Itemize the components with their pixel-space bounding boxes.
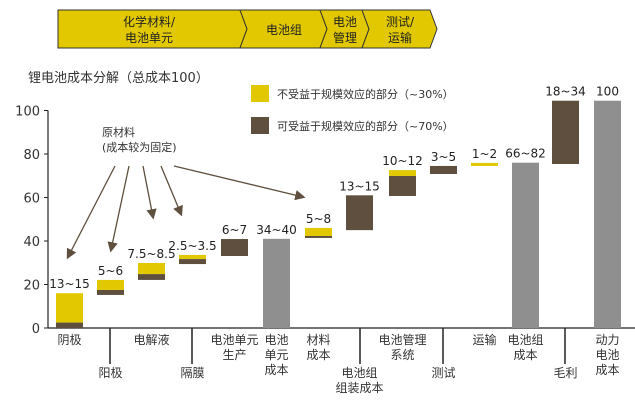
legend-label-scalable: 可受益于规模效应的部分（~70%）	[277, 119, 454, 133]
annotation-arrow	[66, 165, 116, 260]
bar-segment-scalable	[346, 195, 373, 231]
y-tick-label: 80	[23, 148, 40, 163]
bar-value-label: 3~5	[431, 150, 456, 164]
process-chevrons: 化学材料/电池单元 电池组 电池管理 测试/运输	[57, 9, 438, 49]
bar-segment-scalable	[56, 322, 83, 328]
category-label: 单元	[264, 348, 288, 362]
bar-segment-fixed	[471, 162, 498, 166]
bar-segment-scalable	[138, 274, 165, 280]
bar-segment-scalable	[179, 259, 206, 265]
category-label: 阴极	[57, 333, 81, 347]
category-label: 毛利	[553, 366, 577, 380]
annotation-arrow	[107, 165, 130, 253]
annotation-arrow	[160, 165, 183, 217]
legend-label-fixed: 不受益于规模效应的部分（~30%）	[277, 87, 454, 101]
annotation-arrow	[142, 165, 157, 220]
bar-value-label: 13~15	[49, 277, 90, 291]
process-step-label: 电池组	[266, 23, 302, 37]
bar-segment-scalable	[97, 289, 124, 295]
category-label: 系统	[390, 348, 414, 362]
y-tick-label: 20	[23, 279, 40, 294]
bar-segment-scalable	[221, 239, 248, 257]
category-label: 阳极	[98, 366, 122, 380]
bar-value-label: 1~2	[472, 147, 497, 161]
bar-segment-fixed	[305, 227, 332, 236]
y-tick-label: 100	[15, 105, 40, 120]
bar-segment-fixed	[56, 293, 83, 323]
category-label: 材料	[306, 333, 330, 347]
process-step-label: 电池	[333, 15, 357, 29]
bar-segment-scalable	[305, 235, 332, 238]
bar-value-label: 10~12	[382, 154, 423, 168]
bar-segment-fixed	[179, 254, 206, 260]
annotation-text: (成本较为固定)	[102, 140, 177, 154]
process-step-label: 化学材料/	[123, 14, 176, 29]
process-step-chevron	[361, 9, 438, 49]
category-label: 电解液	[133, 332, 169, 347]
bar-segment-fixed	[389, 170, 416, 176]
bar-value-label: 5~8	[306, 212, 331, 226]
bar-value-label: 2.5~3.5	[168, 239, 216, 253]
bar-value-label: 13~15	[339, 179, 380, 193]
annotation-text: 原材料	[102, 125, 135, 139]
bar-value-label: 66~82	[505, 147, 546, 161]
process-step-label: 管理	[333, 30, 357, 45]
category-label: 电池组	[507, 333, 543, 347]
category-label: 运输	[472, 332, 496, 347]
bar-value-label: 100	[596, 85, 619, 99]
category-label: 成本	[264, 363, 288, 377]
bar-segment-total	[594, 100, 621, 329]
bar-value-label: 7.5~8.5	[127, 247, 175, 261]
bar-segment-total	[263, 238, 290, 328]
x-axis-categories: 阴极阳极电解液隔膜电池单元生产电池单元成本材料成本电池组组装成本电池管理系统测试…	[57, 328, 620, 395]
bars: 13~155~67.5~8.52.5~3.56~7 34~405~813~1510…	[49, 85, 621, 329]
chart-title: 锂电池成本分解（总成本100）	[28, 71, 209, 86]
process-step-label: 测试/	[386, 14, 415, 29]
bar-value-label: 34~40	[256, 223, 297, 237]
category-label: 电池管理	[378, 332, 426, 347]
legend-swatch-fixed	[251, 85, 269, 102]
bar-value-label: 18~34	[545, 85, 586, 99]
annotation-arrow	[173, 165, 306, 201]
category-label: 成本	[595, 363, 619, 377]
category-label: 生产	[222, 348, 246, 362]
category-label: 隔膜	[180, 366, 204, 380]
category-label: 电池	[264, 333, 288, 347]
legend-swatch-scalable	[251, 117, 269, 134]
bar-segment-fixed	[138, 262, 165, 275]
legend: 不受益于规模效应的部分（~30%） 可受益于规模效应的部分（~70%）	[251, 85, 454, 134]
category-label: 成本	[513, 348, 537, 362]
bar-segment-scalable	[430, 165, 457, 175]
process-step-label: 电池单元	[125, 31, 173, 45]
bar-segment-scalable	[552, 100, 579, 165]
bar-segment-fixed	[97, 279, 124, 290]
category-label: 组装成本	[335, 381, 383, 395]
category-label: 成本	[306, 348, 330, 362]
category-label: 电池组	[341, 366, 377, 380]
bar-segment-total	[512, 162, 539, 328]
bar-segment-scalable	[389, 175, 416, 196]
bar-value-label: 5~6	[98, 264, 123, 278]
y-tick-label: 60	[23, 192, 40, 207]
annotation: 原材料(成本较为固定)	[66, 125, 306, 260]
process-step-label: 运输	[388, 30, 412, 45]
y-tick-label: 40	[23, 235, 40, 250]
y-tick-label: 0	[32, 322, 40, 337]
bar-value-label: 6~7	[222, 223, 247, 237]
category-label: 测试	[431, 365, 455, 380]
category-label: 电池单元	[210, 333, 258, 347]
category-label: 动力	[595, 333, 619, 347]
category-label: 电池	[595, 348, 619, 362]
